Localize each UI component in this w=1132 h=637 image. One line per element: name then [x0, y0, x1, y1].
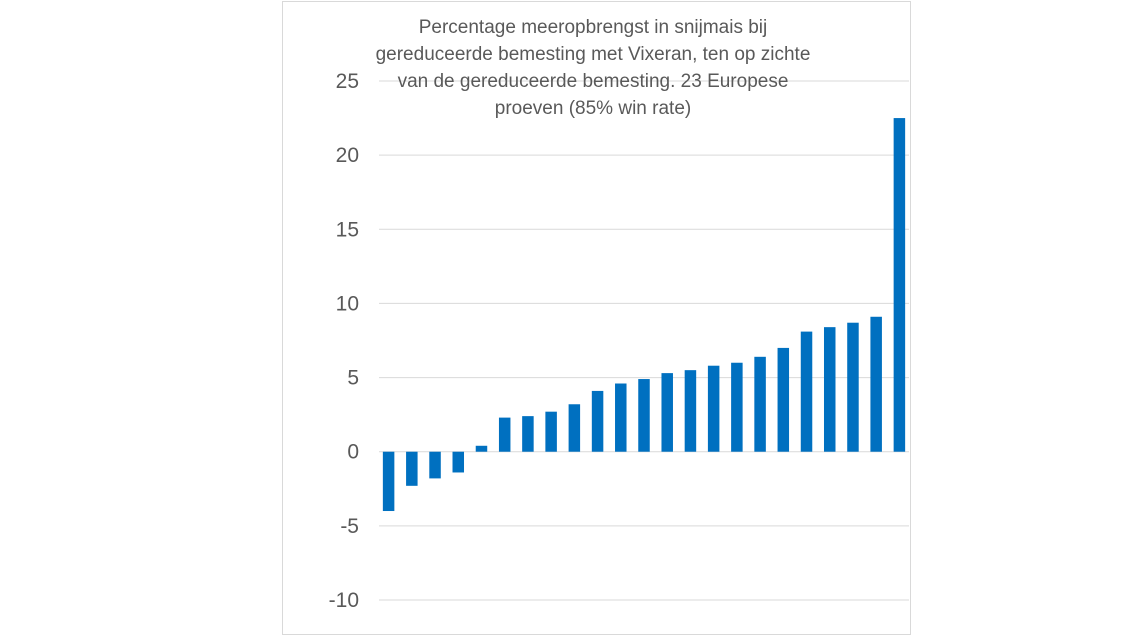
bar-chart: 25 20 15 10 5 0 -5 -10 Percentage meeropbrengst… — [329, 17, 909, 612]
y-tick-label: 20 — [336, 144, 359, 167]
y-tick-label: -10 — [329, 589, 359, 612]
bar — [475, 445, 488, 452]
y-tick-label: 25 — [336, 70, 359, 93]
chart-title-line-4: proeven (85% win rate) — [495, 98, 691, 119]
bar — [661, 373, 673, 452]
y-tick-label: 10 — [336, 292, 359, 315]
chart-title-line-2: gereduceerde bemesting met Vixeran, ten … — [376, 44, 811, 65]
y-tick-label: 5 — [347, 367, 359, 390]
bar — [522, 416, 534, 452]
gridlines — [379, 80, 909, 601]
bar — [777, 347, 790, 452]
bar — [638, 379, 650, 452]
bar — [591, 390, 604, 452]
chart-title-line-3: van de gereduceerde bemesting. 23 Europe… — [398, 71, 789, 92]
bar — [731, 362, 743, 452]
bar — [754, 356, 766, 452]
bar — [893, 118, 906, 452]
bar — [545, 411, 557, 452]
bar — [452, 451, 465, 473]
y-tick-label: 0 — [347, 441, 359, 464]
bar — [568, 404, 581, 452]
bar — [823, 327, 836, 452]
bar — [382, 451, 395, 512]
y-tick-label: -5 — [340, 515, 359, 538]
bar — [800, 331, 813, 452]
chart-area: 25 20 15 10 5 0 -5 -10 Percentage meeropbrengst… — [282, 1, 911, 635]
y-axis: 25 20 15 10 5 0 -5 -10 — [329, 70, 359, 612]
bar — [498, 417, 511, 452]
bar — [707, 365, 720, 452]
bar — [870, 316, 882, 452]
bar — [429, 451, 441, 479]
chart-title-line-1: Percentage meeropbrengst in snijmais bij — [419, 17, 768, 38]
bar — [406, 451, 418, 486]
bar — [847, 322, 859, 452]
bar — [615, 383, 627, 452]
bars — [382, 118, 906, 512]
bar — [684, 370, 697, 452]
chart-title: Percentage meeropbrengst in snijmais bij… — [376, 17, 811, 119]
y-tick-label: 15 — [336, 218, 359, 241]
